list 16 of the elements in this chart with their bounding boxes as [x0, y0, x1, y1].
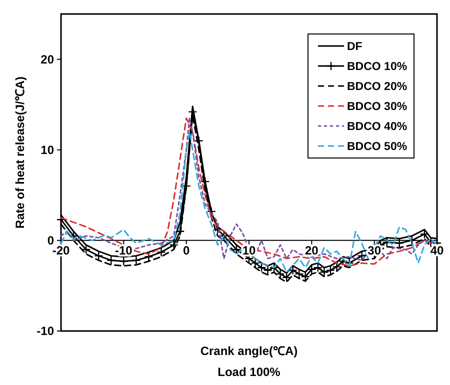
x-tick-label: 0: [182, 243, 190, 258]
y-tick-label: -10: [36, 324, 54, 338]
legend-label: BDCO 30%: [347, 101, 408, 113]
legend-label: BDCO 10%: [347, 61, 408, 73]
x-tick-label: -10: [114, 243, 133, 258]
y-tick-label: 10: [40, 142, 54, 157]
x-axis-title: Crank angle(℃A): [200, 344, 298, 358]
legend-label: DF: [347, 41, 362, 53]
y-tick-label: 20: [40, 52, 54, 66]
y-axis-title: Rate of heat release(J/℃A): [13, 76, 27, 229]
x-tick-label: 20: [304, 243, 319, 258]
text: Load 100%: [218, 365, 281, 379]
y-tick-label: 0: [47, 233, 54, 248]
legend-label: BDCO 20%: [347, 81, 408, 93]
legend-label: BDCO 40%: [347, 121, 408, 133]
legend-label: BDCO 50%: [347, 141, 408, 153]
